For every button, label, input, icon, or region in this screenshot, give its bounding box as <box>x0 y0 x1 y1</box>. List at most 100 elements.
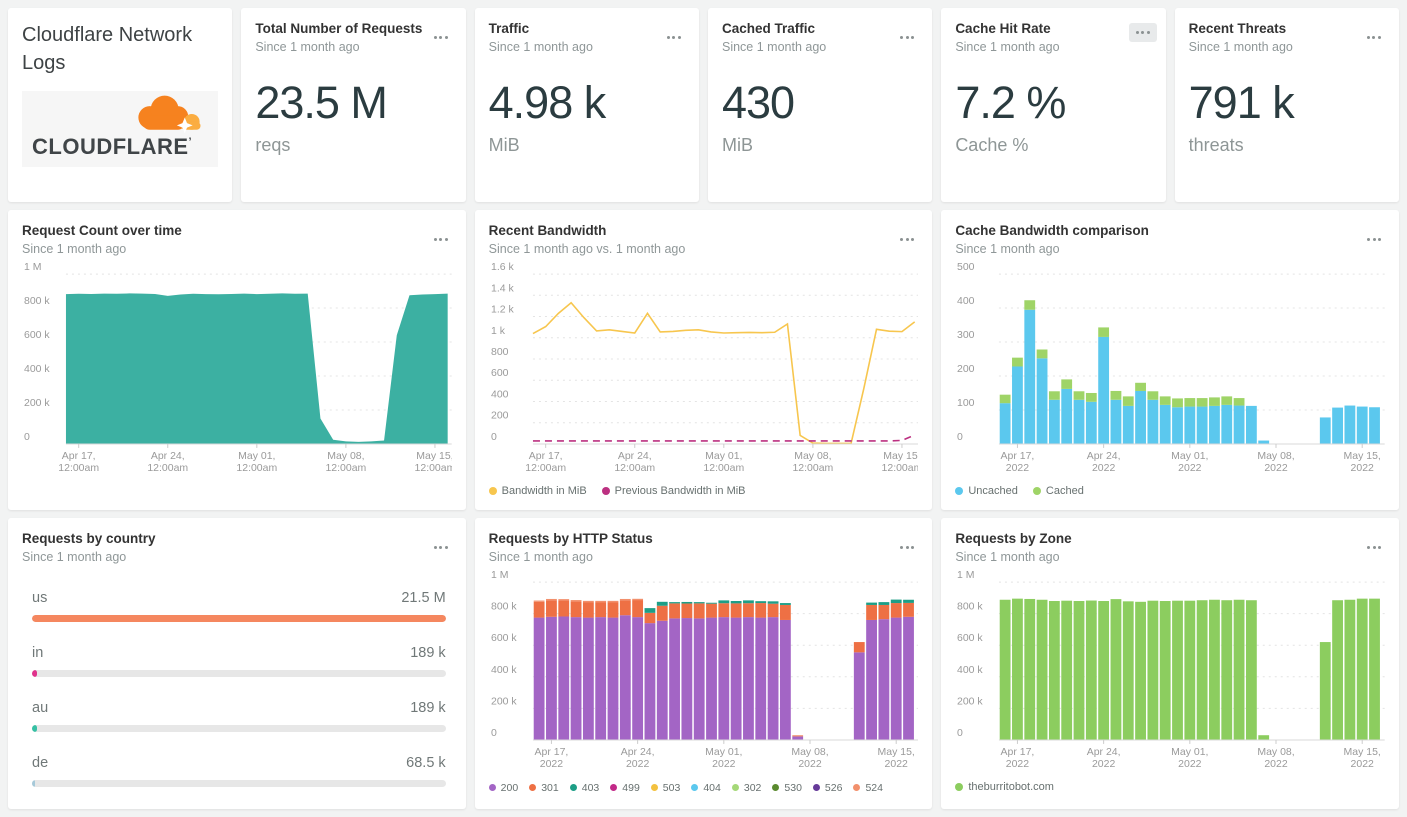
panel-menu-button[interactable] <box>1363 542 1385 553</box>
stat-unit: MiB <box>488 134 520 155</box>
panel-menu-button[interactable] <box>896 234 918 245</box>
panel-menu-button[interactable] <box>1363 234 1385 245</box>
svg-text:0: 0 <box>957 728 963 739</box>
svg-text:Apr 17,12:00am: Apr 17, 12:00am <box>525 451 566 474</box>
stat-value: 4.98 k <box>488 77 607 129</box>
svg-text:May 08,2022: May 08, 2022 <box>1258 747 1295 770</box>
dashboard-title: Cloudflare Network Logs <box>22 24 193 74</box>
svg-text:400: 400 <box>491 390 509 401</box>
panel-recent-bandwidth: Recent Bandwidth Since 1 month ago vs. 1… <box>474 210 933 510</box>
svg-text:May 01,2022: May 01, 2022 <box>1172 747 1209 770</box>
panel-title: Requests by Zone <box>955 531 1072 546</box>
legend-item[interactable]: Previous Bandwidth in MiB <box>601 485 746 497</box>
country-bar-track <box>32 780 446 788</box>
svg-text:800 k: 800 k <box>957 602 983 613</box>
panel-title: Requests by country <box>22 531 156 546</box>
svg-text:Apr 17,2022: Apr 17, 2022 <box>1001 747 1035 770</box>
legend-item[interactable]: Uncached <box>955 485 1018 497</box>
country-bar-fill <box>32 615 446 623</box>
country-value: 21.5 M <box>401 590 446 607</box>
panel-brand: Cloudflare Network Logs CLOUDFLARE’ <box>8 8 233 202</box>
legend-item[interactable]: 503 <box>650 782 680 794</box>
country-row[interactable]: in 189 k <box>32 645 446 678</box>
country-label: in <box>32 645 44 662</box>
cloudflare-trademark: ’ <box>188 136 192 148</box>
panel-subtitle: Since 1 month ago <box>488 40 593 55</box>
svg-text:500: 500 <box>957 262 975 273</box>
zone-bar-chart[interactable]: 1 M 800 k 600 k 400 k 200 k 0 Apr 17, 2022 Apr 2… <box>955 570 1386 770</box>
svg-text:Apr 17,2022: Apr 17, 2022 <box>534 747 568 770</box>
svg-text:May 15,12:00am: May 15, 12:00am <box>415 451 452 474</box>
panel-menu-button[interactable] <box>430 234 452 245</box>
panel-menu-button[interactable] <box>430 542 452 553</box>
legend-item[interactable]: 526 <box>812 782 842 794</box>
panel-title: Traffic <box>488 21 530 36</box>
svg-text:200 k: 200 k <box>24 398 50 409</box>
legend-item[interactable]: 302 <box>731 782 761 794</box>
legend-item[interactable]: 403 <box>569 782 599 794</box>
legend-item[interactable]: Cached <box>1032 485 1084 497</box>
stat-value: 430 <box>721 77 795 129</box>
panel-subtitle: Since 1 month ago <box>255 40 360 55</box>
panel-title: Cache Hit Rate <box>955 21 1051 36</box>
country-bar-fill <box>32 670 37 678</box>
country-label: us <box>32 590 48 607</box>
legend-item[interactable]: 301 <box>529 782 559 794</box>
legend-dot-icon <box>955 487 964 496</box>
legend-item[interactable]: Bandwidth in MiB <box>488 485 587 497</box>
legend-item[interactable]: 499 <box>610 782 640 794</box>
svg-text:0: 0 <box>491 432 497 443</box>
panel-title: Request Count over time <box>22 223 182 238</box>
http-status-bar-chart[interactable]: 1 M 800 k 600 k 400 k 200 k 0 Apr 17, 2022 Apr 2… <box>489 570 919 770</box>
cache-bandwidth-bar-chart[interactable]: 500 400 300 200 100 0 Apr 17, 2022 Apr 24, 2022 Ma… <box>955 262 1386 474</box>
svg-text:100: 100 <box>957 398 975 409</box>
country-row[interactable]: us 21.5 M <box>32 590 446 623</box>
panel-subtitle: Since 1 month ago <box>955 242 1060 257</box>
country-row[interactable]: au 189 k <box>32 700 446 733</box>
panel-menu-button[interactable] <box>663 32 685 43</box>
stat-unit: MiB <box>721 134 753 155</box>
legend-item[interactable]: 404 <box>691 782 721 794</box>
legend-item[interactable]: 200 <box>488 782 518 794</box>
country-value: 68.5 k <box>406 755 446 772</box>
svg-text:May 01,2022: May 01, 2022 <box>1172 451 1209 474</box>
stat-unit: threats <box>1188 134 1244 155</box>
cache-bandwidth-legend: Uncached Cached <box>955 482 1385 500</box>
charts-row-1: Request Count over time Since 1 month ag… <box>0 210 1407 510</box>
legend-item[interactable]: 530 <box>772 782 802 794</box>
legend-item[interactable]: theburritobot.com <box>955 781 1054 793</box>
panel-subtitle: Since 1 month ago vs. 1 month ago <box>488 242 686 257</box>
country-row[interactable]: de 68.5 k <box>32 755 446 788</box>
stat-cached-traffic: Cached Traffic Since 1 month ago 430 MiB <box>707 8 933 202</box>
panel-menu-button[interactable] <box>896 542 918 553</box>
request-count-area-chart[interactable]: 1 M 800 k 600 k 400 k 200 k 0 Apr 17, 12:00am Ap… <box>22 262 452 474</box>
panel-menu-button[interactable] <box>430 32 452 43</box>
panel-menu-button[interactable] <box>1128 23 1157 42</box>
legend-dot-icon <box>610 784 618 792</box>
charts-row-2: Requests by country Since 1 month ago us… <box>0 518 1407 809</box>
panel-menu-button[interactable] <box>896 32 918 43</box>
legend-item[interactable]: 524 <box>853 782 883 794</box>
svg-text:Apr 24,2022: Apr 24, 2022 <box>620 747 654 770</box>
svg-text:0: 0 <box>24 432 30 443</box>
legend-dot-icon <box>955 783 964 792</box>
svg-text:600 k: 600 k <box>957 633 983 644</box>
panel-title: Requests by HTTP Status <box>488 531 653 546</box>
legend-dot-icon <box>853 784 861 792</box>
svg-text:800: 800 <box>491 347 509 358</box>
panel-menu-button[interactable] <box>1363 32 1385 43</box>
bandwidth-line-chart[interactable]: 1.6 k 1.4 k 1.2 k 1 k 800 600 400 200 0 Apr 17, 12… <box>489 262 919 474</box>
country-value: 189 k <box>410 700 446 717</box>
panel-requests-by-http-status: Requests by HTTP Status Since 1 month ag… <box>474 518 933 809</box>
legend-dot-icon <box>569 784 577 792</box>
svg-text:May 08,12:00am: May 08, 12:00am <box>325 451 366 474</box>
svg-text:1.2 k: 1.2 k <box>491 305 514 316</box>
legend-dot-icon <box>601 487 610 496</box>
panel-subtitle: Since 1 month ago <box>1188 40 1293 55</box>
stats-row: Cloudflare Network Logs CLOUDFLARE’ Tota… <box>0 8 1407 202</box>
stat-value: 23.5 M <box>255 77 388 129</box>
svg-text:Apr 24,2022: Apr 24, 2022 <box>1087 451 1121 474</box>
svg-text:May 08,2022: May 08, 2022 <box>791 747 828 770</box>
svg-text:200 k: 200 k <box>957 697 983 708</box>
svg-text:400 k: 400 k <box>957 665 983 676</box>
